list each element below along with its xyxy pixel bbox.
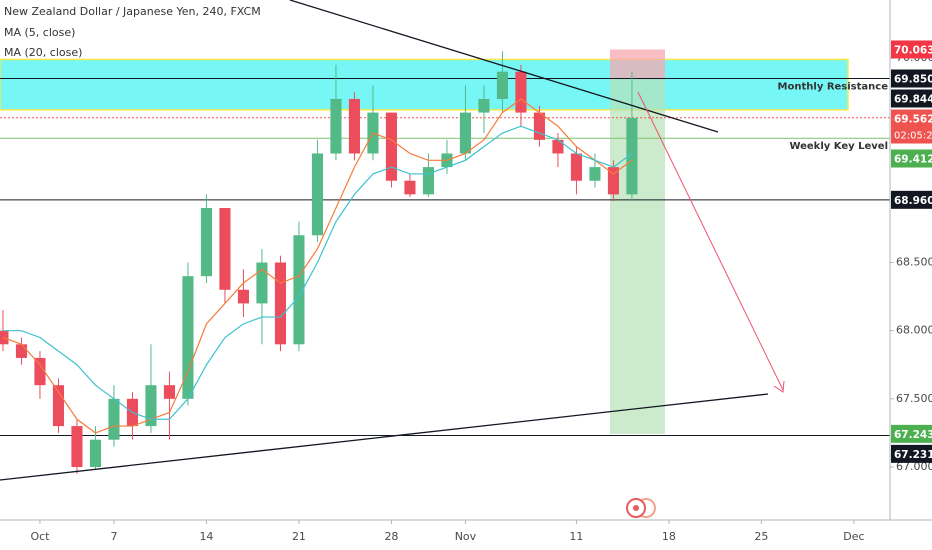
price-label: 67.231: [894, 449, 932, 461]
price-label-box: [891, 190, 932, 209]
candle-body: [348, 98, 360, 154]
candle-body: [552, 139, 564, 154]
price-label-box: [891, 444, 932, 463]
projection-arrow: [637, 91, 784, 391]
arrow-head: [773, 380, 785, 393]
candle-body: [570, 153, 582, 181]
indicator-legend: MA (20, close): [4, 46, 82, 59]
x-tick-label: 7: [110, 530, 117, 543]
x-tick-label: 25: [754, 530, 768, 543]
candle-body: [422, 167, 434, 195]
candle-body: [589, 167, 601, 181]
target-zone: [610, 79, 665, 434]
y-tick-label: 68.500: [896, 256, 932, 269]
price-label: 70.063: [894, 44, 932, 56]
price-label: 69.850: [894, 74, 932, 86]
candle-body: [533, 112, 545, 140]
x-tick-label: 28: [384, 530, 398, 543]
countdown: 02:05:24: [894, 131, 932, 142]
countdown-box: [891, 127, 932, 144]
candle-body: [71, 426, 83, 467]
price-label-box: [891, 89, 932, 108]
price-label: 69.412: [894, 154, 932, 166]
x-tick-label: 21: [292, 530, 306, 543]
candle-body: [478, 98, 490, 113]
moving-average: [2, 98, 633, 434]
candle-body: [274, 262, 286, 345]
candle-body: [311, 153, 323, 236]
indicator-legend: MA (5, close): [4, 26, 75, 39]
zone-label: Weekly Key Level: [789, 141, 888, 152]
candle-body: [404, 180, 416, 195]
candle-body: [330, 98, 342, 154]
price-label-box: [891, 40, 932, 59]
y-tick-label: 67.500: [896, 392, 932, 405]
trend-line: [0, 393, 769, 481]
candle-body: [256, 262, 268, 304]
price-label-box: [891, 69, 932, 88]
candle-body: [626, 118, 638, 195]
candle-body: [496, 71, 508, 99]
candle-body: [385, 112, 397, 181]
x-tick-label: 18: [662, 530, 676, 543]
candle-body: [108, 398, 120, 440]
candle-body: [163, 385, 176, 399]
candle-body: [34, 357, 46, 386]
symbol-title: New Zealand Dollar / Japanese Yen, 240, …: [4, 5, 261, 18]
y-tick-label: 67.000: [896, 460, 932, 473]
candle-body: [515, 71, 527, 113]
price-label: 69.562: [894, 114, 932, 126]
candle-body: [89, 439, 102, 467]
price-label-box: [891, 109, 932, 128]
zone-label: Monthly Resistance: [778, 82, 889, 93]
x-tick-label: 14: [199, 530, 213, 543]
plot-layer: Monthly Resistance Weekly Key Level 67.000…: [0, 40, 932, 543]
candle-body: [219, 208, 231, 290]
price-label: 67.243: [894, 429, 932, 441]
candle-body: [52, 385, 65, 427]
candle-body: [15, 344, 28, 358]
candle-body: [182, 276, 194, 399]
price-label: 69.844: [894, 94, 932, 106]
candle-body: [237, 289, 250, 304]
price-label-box: [891, 149, 932, 168]
stop-zone: [610, 49, 665, 80]
price-label: 68.960: [894, 195, 932, 207]
candle-body: [607, 167, 619, 195]
x-tick-label: Nov: [455, 530, 477, 543]
candle-body: [293, 235, 305, 345]
x-tick-label: Dec: [843, 530, 864, 543]
candle-body: [200, 208, 213, 277]
y-tick-label: 68.000: [896, 324, 932, 337]
resistance-zone: [0, 58, 849, 111]
candle-body: [145, 385, 157, 427]
x-tick-label: Oct: [30, 530, 50, 543]
moving-average: [2, 125, 633, 420]
x-tick-label: 11: [569, 530, 583, 543]
price-label-box: [891, 424, 932, 443]
events-icon: [626, 498, 656, 518]
candle-body: [459, 112, 471, 154]
